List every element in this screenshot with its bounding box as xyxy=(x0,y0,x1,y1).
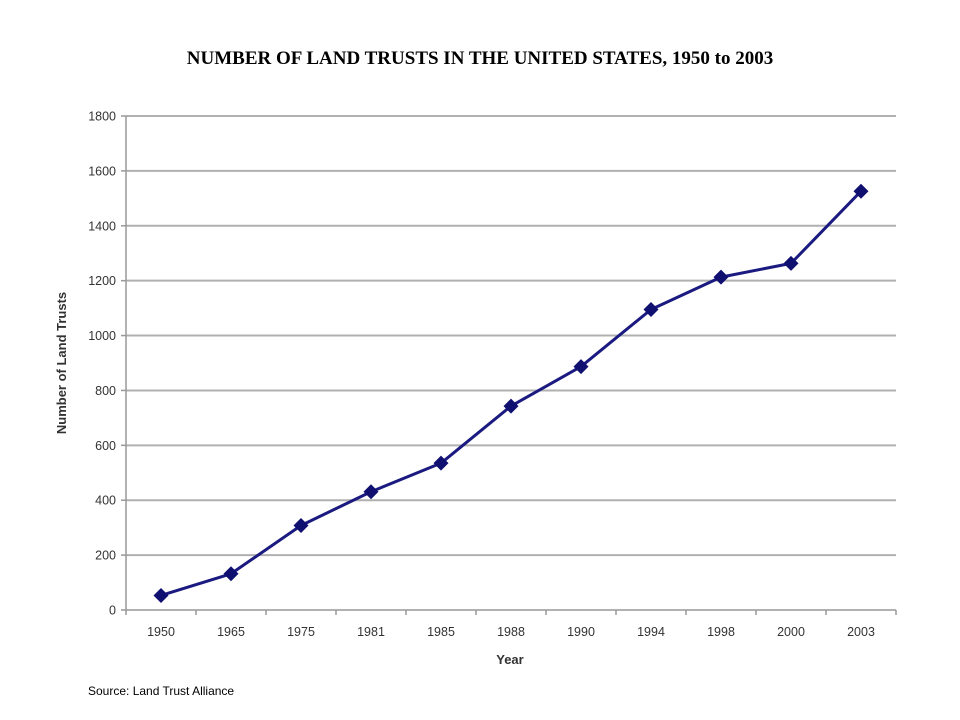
data-point-marker xyxy=(713,269,729,285)
data-point-marker xyxy=(783,255,799,271)
x-tick-label: 1994 xyxy=(637,625,665,639)
y-tick-label: 1200 xyxy=(88,274,116,288)
axes xyxy=(121,115,897,615)
x-tick-labels: 1950 1965 1975 1981 1985 1988 1990 1994 1998 2000… xyxy=(147,625,875,639)
y-axis-title: Number of Land Trusts xyxy=(54,292,69,434)
x-tick-label: 1975 xyxy=(287,625,315,639)
data-point-marker xyxy=(573,359,589,375)
y-tick-label: 1000 xyxy=(88,329,116,343)
data-point-marker xyxy=(363,484,379,500)
x-tick-label: 1998 xyxy=(707,625,735,639)
x-tick-label: 1965 xyxy=(217,625,245,639)
data-point-marker xyxy=(293,517,309,533)
data-point-marker xyxy=(223,566,239,582)
x-tick-label: 1988 xyxy=(497,625,525,639)
data-point-marker xyxy=(643,301,659,317)
x-tick-label: 1981 xyxy=(357,625,385,639)
source-note: Source: Land Trust Alliance xyxy=(88,684,235,698)
x-tick-label: 2000 xyxy=(777,625,805,639)
data-point-marker xyxy=(433,455,449,471)
y-tick-label: 400 xyxy=(95,494,116,508)
series-polyline xyxy=(160,190,863,597)
y-tick-label: 600 xyxy=(95,439,116,453)
y-tick-label: 800 xyxy=(95,384,116,398)
data-point-marker xyxy=(853,183,869,199)
x-tick-label: 1990 xyxy=(567,625,595,639)
series-line xyxy=(160,190,863,597)
data-point-marker xyxy=(503,398,519,414)
data-markers xyxy=(153,183,869,603)
x-tick-label: 2003 xyxy=(847,625,875,639)
x-tick-label: 1985 xyxy=(427,625,455,639)
y-tick-label: 0 xyxy=(109,604,116,618)
gridlines xyxy=(126,115,896,557)
y-tick-label: 1400 xyxy=(88,219,116,233)
y-tick-label: 200 xyxy=(95,549,116,563)
x-axis-title: Year xyxy=(496,652,523,667)
y-tick-labels: 0 200 400 600 800 1000 1200 1400 1600 1800 xyxy=(88,110,116,618)
y-tick-label: 1800 xyxy=(88,110,116,124)
data-point-marker xyxy=(153,587,169,603)
y-tick-label: 1600 xyxy=(88,164,116,178)
x-tick-label: 1950 xyxy=(147,625,175,639)
page-title: NUMBER OF LAND TRUSTS IN THE UNITED STAT… xyxy=(186,48,774,69)
